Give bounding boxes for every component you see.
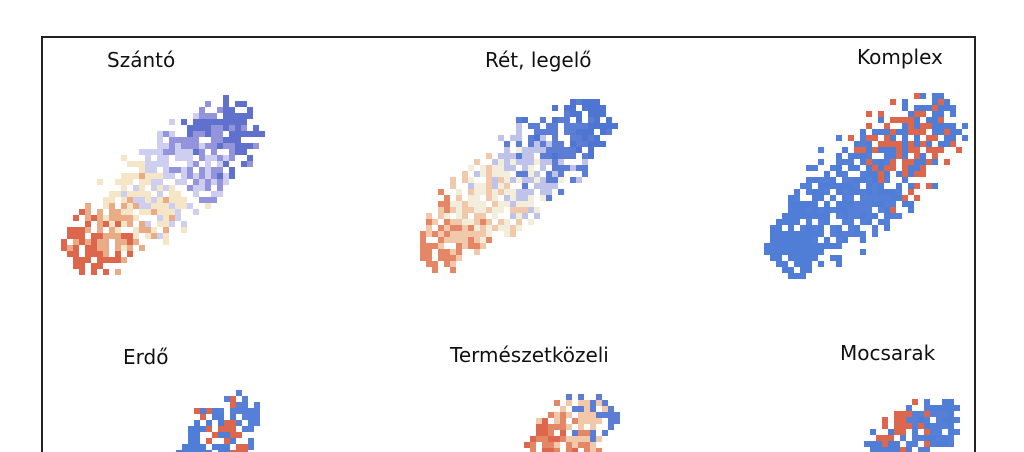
map-pixels (902, 93, 968, 171)
map-pixels (876, 399, 930, 452)
map-pixels (504, 99, 612, 201)
panel-label: Erdő (123, 345, 168, 369)
panel-label: Komplex (857, 45, 943, 69)
map-pixels (566, 394, 620, 442)
map-pixels (121, 113, 229, 239)
map-pixels (770, 165, 890, 273)
map-pixels (848, 93, 962, 213)
map-pixels (918, 399, 960, 447)
panel-label: Rét, legelő (485, 48, 592, 72)
panel-label: Mocsarak (840, 341, 936, 365)
map-pixels (181, 95, 265, 179)
frame (41, 36, 976, 452)
map-pixels (426, 153, 528, 267)
panel-label: Szántó (107, 48, 175, 72)
map-pixels (764, 207, 842, 279)
maps (61, 93, 968, 452)
map-pixels (194, 396, 248, 452)
map-pixels (522, 99, 618, 159)
map-pixels (864, 429, 912, 452)
panel-label: Természetközeli (449, 343, 609, 367)
map-pixels (524, 418, 578, 452)
map-pixels (218, 390, 260, 450)
map-pixels (176, 426, 224, 452)
map-pixels (188, 408, 236, 452)
